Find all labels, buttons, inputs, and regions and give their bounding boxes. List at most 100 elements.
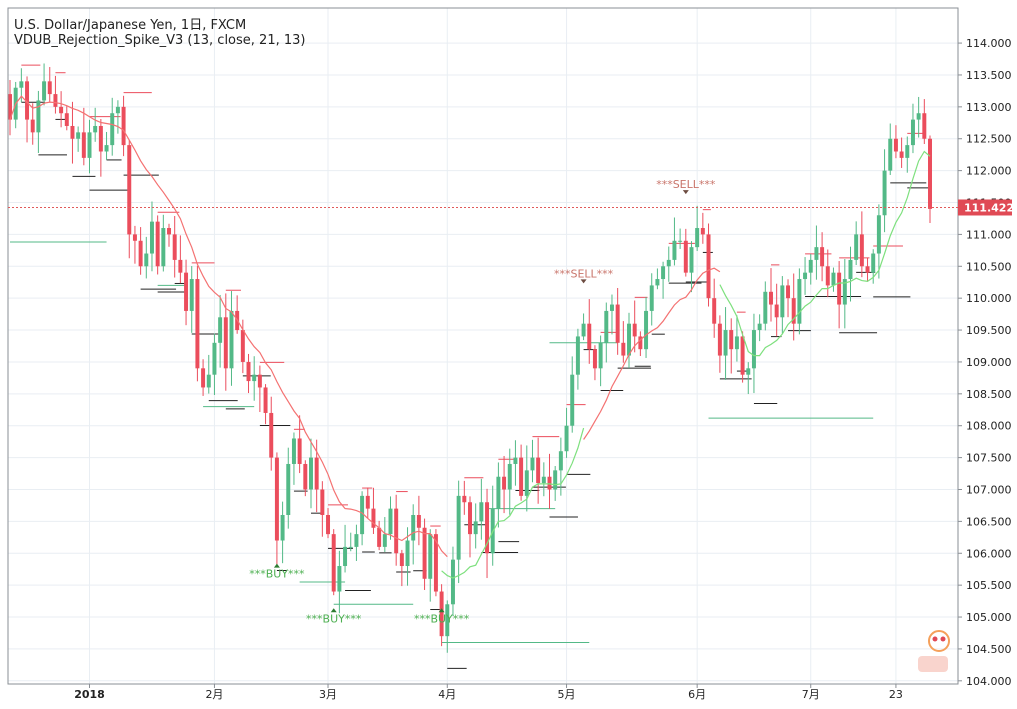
x-tick-label: 2018 [74,688,105,701]
candle-body [649,285,654,311]
candle-body [859,234,864,267]
y-tick-label: 104.500 [966,643,1012,656]
candle-body [81,132,86,158]
candle-body [468,502,472,535]
candle-body [570,374,575,426]
candle-body [184,272,189,311]
candle-body [734,336,739,350]
candle-body [473,521,478,535]
candle-body [496,476,501,509]
candle-body [331,534,336,592]
candle-body [178,259,183,273]
candle-body [638,336,643,350]
candle-body [399,553,404,567]
candle-body [797,279,802,324]
candle-body [320,489,325,515]
candle-body [769,291,773,305]
y-tick-label: 111.000 [966,228,1012,241]
candle-body [666,259,671,267]
candle-body [803,272,808,280]
y-tick-label: 108.500 [966,388,1012,401]
y-tick-label: 112.500 [966,133,1012,146]
sell-arrow-icon [682,190,689,195]
candle-body [791,298,796,324]
y-tick-label: 110.000 [966,292,1012,305]
candle-body [309,457,313,490]
candle-body [575,336,580,375]
signal-labels: ***BUY*** ***BUY*** ***BUY*** ***SELL*** ***… [249,178,716,625]
candle-body [632,323,637,337]
candle-body [621,342,626,356]
candle-body [127,145,132,235]
candle-body [416,515,421,528]
ma-green-line [719,150,931,357]
x-tick-label: 5月 [558,688,576,701]
candle-body [87,132,92,158]
candle-body [820,247,825,267]
candle-body [661,266,666,280]
candle-body [377,527,382,547]
y-tick-label: 109.000 [966,356,1012,369]
candle-body [246,361,251,382]
candle-body [893,138,898,152]
candle-body [842,279,847,305]
candle-body [303,463,308,490]
candle-body [280,515,285,541]
y-tick-label: 106.500 [966,515,1012,528]
candle-body [98,125,103,152]
tradingview-watermark-icon [918,630,950,672]
y-tick-label: 112.000 [966,165,1012,178]
candle-body [678,240,683,242]
candle-body [445,604,450,637]
buy-arrow-icon [273,563,280,568]
candle-body [223,317,228,369]
candle-body [740,336,745,375]
candle-body [786,285,791,299]
candle-body [115,106,120,114]
candle-body [825,266,830,286]
sell-arrow-icon [580,279,587,284]
candle-body [365,495,370,509]
y-tick-label: 108.000 [966,420,1012,433]
candle-body [604,310,609,343]
x-tick-label: 7月 [802,688,820,701]
candle-body [371,508,376,528]
candle-body [808,259,813,273]
last-price-badge-bg [958,199,1012,216]
candle-body [36,100,41,133]
candle-body [394,508,399,554]
plot-frame [7,7,959,685]
candle-body [502,476,507,490]
candle-body [928,138,932,209]
candle-body [218,317,223,343]
candle-body [695,228,700,248]
candle-body [433,534,438,592]
last-price-badge: 111.422 [8,199,1014,216]
chart-grid [8,8,958,684]
candle-body [746,368,751,375]
sell-signal-label: ***SELL*** [656,178,716,191]
candle-body [865,266,870,273]
buy-arrow-icon [438,608,445,613]
candle-body [536,457,541,484]
candle-body [876,215,881,254]
candle-body [922,113,927,139]
candle-body [269,412,274,458]
candle-body [882,170,887,216]
candle-body [672,240,677,260]
candle-body [291,438,296,464]
candle-body [854,234,859,260]
y-tick-label: 105.500 [966,579,1012,592]
candle-body [837,272,842,305]
candle-body [592,349,597,369]
y-tick-label: 107.500 [966,452,1012,465]
candle-body [354,534,359,547]
candle-body [627,323,631,356]
candles [8,63,932,653]
candle-body [479,502,484,522]
last-price-value: 111.422 [964,201,1014,214]
candle-body [161,228,166,267]
candle-body [314,457,319,490]
chart-title: U.S. Dollar/Japanese Yen, 1日, FXCM [14,18,247,33]
